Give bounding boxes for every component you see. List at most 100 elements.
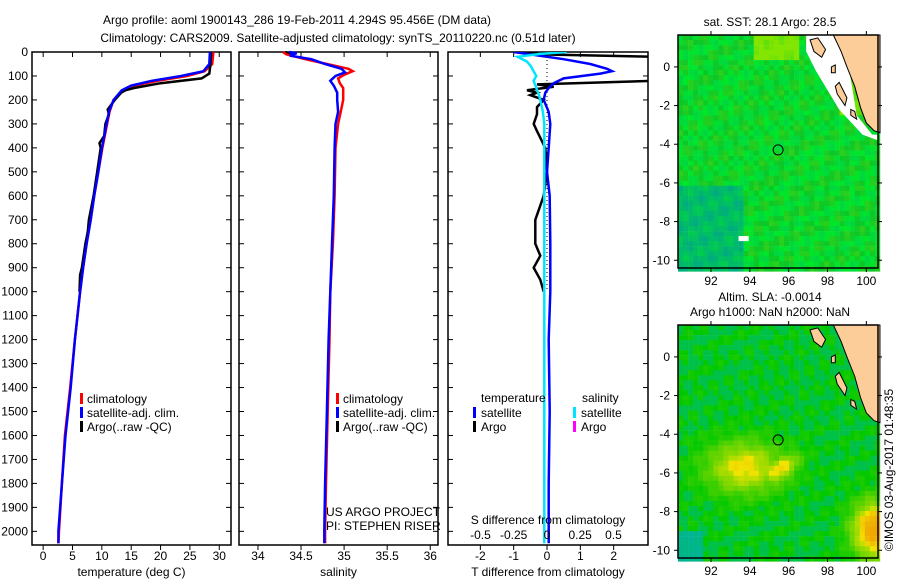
map-cell <box>718 330 724 336</box>
x-tick-label: 2 <box>610 549 617 563</box>
map-cell <box>834 266 840 272</box>
map-cell <box>743 65 749 71</box>
map-cell <box>693 350 699 356</box>
map-cell <box>864 205 871 212</box>
map-cell <box>688 330 694 336</box>
map-cell <box>748 55 754 61</box>
map-cell <box>874 266 881 272</box>
map-cell <box>869 256 876 262</box>
map-cell <box>698 50 704 56</box>
map-cell <box>763 445 770 451</box>
map-cell <box>693 70 699 76</box>
map-cell <box>773 405 780 411</box>
map-cell <box>799 380 805 386</box>
map-cell <box>738 445 744 451</box>
map-cell <box>678 190 684 197</box>
map-cell <box>844 231 850 237</box>
map-cell <box>698 190 704 197</box>
map-cell <box>678 110 684 116</box>
map-cell <box>743 370 749 376</box>
map-cell <box>728 241 734 247</box>
x-tick-label: 0 <box>544 549 551 563</box>
map-cell <box>743 105 749 111</box>
map-cell <box>829 460 835 466</box>
s-tick-label: 0.5 <box>605 528 622 542</box>
map-cell <box>804 375 810 381</box>
map-cell <box>814 480 820 487</box>
map-cell <box>753 551 759 557</box>
map-cell <box>708 251 714 257</box>
map-cell <box>703 35 709 41</box>
map-cell <box>723 236 729 242</box>
map-cell <box>728 261 734 267</box>
map-cell <box>698 180 704 187</box>
map-cell <box>678 70 684 76</box>
map-cell <box>789 140 795 146</box>
map-cell <box>693 241 699 247</box>
map-cell <box>824 395 830 401</box>
map-cell <box>809 160 815 166</box>
map-cell <box>829 340 835 346</box>
map-cell <box>758 85 765 91</box>
map-cell <box>723 65 729 71</box>
map-cell <box>849 480 855 487</box>
map-cell <box>844 200 850 207</box>
map-cell <box>773 450 780 456</box>
map-cell <box>698 400 704 406</box>
map-cell <box>693 221 699 227</box>
map-cell <box>703 45 709 51</box>
map-cell <box>683 180 689 187</box>
map-cell <box>678 435 684 441</box>
map-cell <box>683 246 689 252</box>
map-cell <box>738 35 744 41</box>
map-cell <box>794 45 800 51</box>
map-cell <box>723 241 729 247</box>
map-cell <box>869 536 876 542</box>
map-cell <box>728 216 734 222</box>
map-cell <box>738 120 744 126</box>
map-cell <box>809 211 815 217</box>
map-cell <box>718 370 724 376</box>
map-cell <box>748 340 754 346</box>
map-cell <box>683 221 689 227</box>
map-cell <box>718 125 724 131</box>
map-cell <box>789 450 795 456</box>
map-cell <box>784 375 790 381</box>
map-cell <box>753 130 759 136</box>
map-cell <box>779 405 785 411</box>
map-cell <box>713 405 719 411</box>
map-cell <box>703 231 709 237</box>
map-cell <box>703 460 709 466</box>
map-cell <box>779 420 785 426</box>
map-cell <box>683 325 689 331</box>
map-cell <box>794 440 800 446</box>
map-cell <box>708 60 714 66</box>
map-cell <box>834 340 840 346</box>
map-cell <box>703 80 709 86</box>
map-cell <box>763 501 770 507</box>
map-cell <box>718 175 724 182</box>
map-cell <box>738 475 744 482</box>
map-cell <box>753 185 759 192</box>
map-cell <box>718 256 724 262</box>
map-cell <box>683 511 689 517</box>
map-cell <box>703 125 709 131</box>
map-cell <box>804 251 810 257</box>
map-cell <box>814 90 820 96</box>
map-cell <box>688 546 694 552</box>
map-cell <box>834 135 840 141</box>
map-cell <box>678 55 684 61</box>
map-cell <box>763 105 770 111</box>
map-cell <box>738 345 744 351</box>
map-cell <box>839 211 845 217</box>
map-cell <box>784 556 790 562</box>
map-cell <box>733 531 739 537</box>
map-cell <box>738 365 744 371</box>
map-cell <box>758 90 765 96</box>
map-cell <box>789 405 795 411</box>
map-cell <box>809 405 815 411</box>
map-cell <box>723 465 729 472</box>
map-cell <box>799 95 805 101</box>
map-cell <box>743 340 749 346</box>
map-cell <box>713 425 719 431</box>
